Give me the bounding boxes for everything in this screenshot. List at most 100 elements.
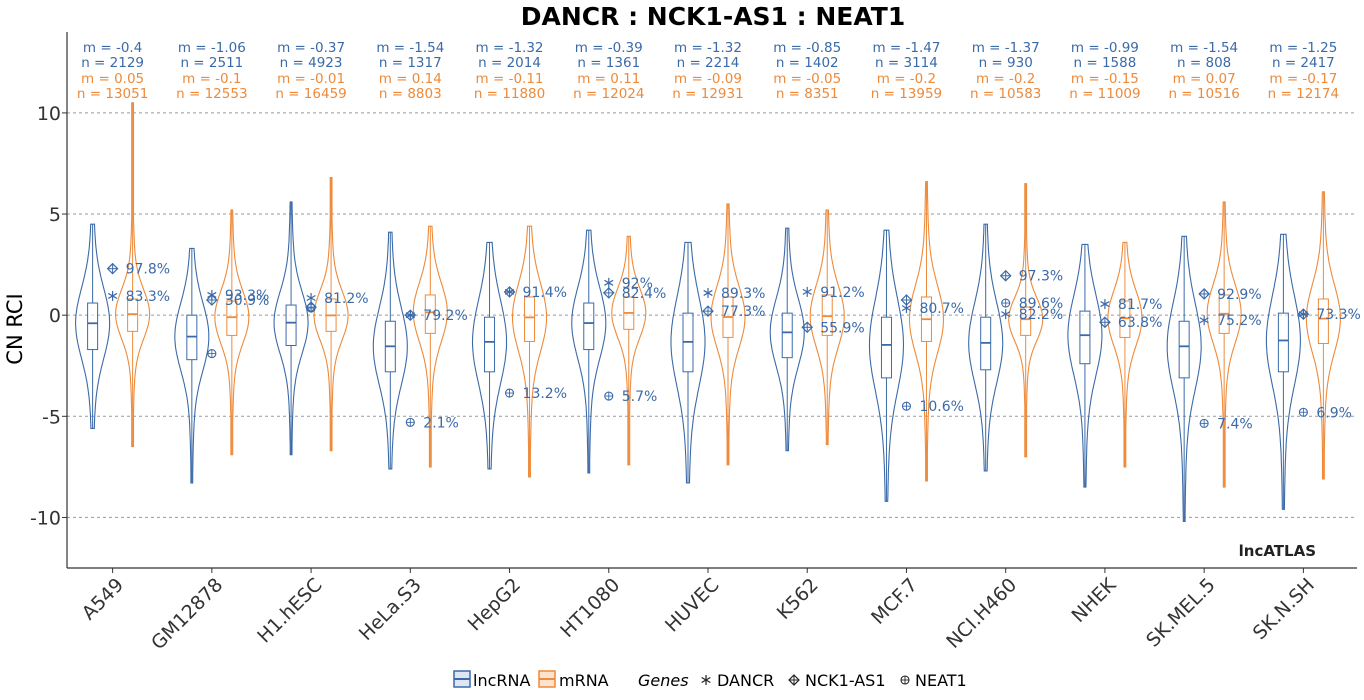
asterisk-stroke [701,676,711,684]
neat1-marker [1199,418,1209,428]
neat1-marker [306,303,316,313]
lncrna-violin [670,241,706,484]
x-axis-labels: A549 GM12878 H1.hESC HeLa.S3 HepG2 HT1080 HUVE… [78,568,1319,654]
mrna-violin [313,177,349,452]
stat-count: n = 2214 [677,55,740,71]
nck1-as1-marker [1297,308,1310,321]
asterisk-stroke [703,289,713,296]
x-tick-label: HeLa.S3 [355,574,426,645]
stat-count: n = 1588 [1074,55,1137,71]
asterisk-stroke [604,279,614,286]
chart-title: DANCR : NCK1-AS1 : NEAT1 [521,2,905,31]
dancr-marker [1199,315,1209,326]
stat-median: m = -0.05 [773,71,841,87]
neat1-marker [901,401,912,411]
lncrna-violin [75,223,111,429]
stat-count: n = 930 [979,55,1033,71]
category-group: 81.2% [273,177,369,456]
x-tick-label: K562 [773,574,823,624]
asterisk-stroke [1199,317,1209,324]
stat-count: n = 1361 [577,55,640,71]
gene-percent-label: 77.3% [721,304,765,320]
stat-count: n = 1317 [379,55,442,71]
stat-median: m = -0.4 [83,40,142,56]
mrna-violin [1305,191,1341,480]
nck1-as1-marker [702,305,714,317]
category-group: 82.2% 97.3% 89.6% [968,183,1063,472]
lncrna-box [1178,320,1190,379]
mrna-box [226,300,238,336]
nck1-as1-marker [1099,316,1111,329]
neat1-marker [900,675,910,685]
category-group: 91.2% 55.9% [769,209,865,452]
mrna-violin [214,209,250,456]
diamond-outline [702,305,714,317]
mrna-box [1317,298,1329,344]
stat-median: m = -1.32 [674,40,742,56]
dancr-marker [107,290,118,301]
stat-count: n = 13959 [871,86,942,102]
diamond-outline [404,309,417,322]
gene-percent-label: 82.4% [622,286,666,302]
asterisk-stroke [1001,311,1011,318]
gene-percent-label: 81.7% [1118,297,1162,313]
gene-percent-label: 63.8% [1118,315,1162,331]
asterisk-icon [701,675,711,685]
x-tick-label: NCI.H460 [942,574,1021,653]
neat1-marker [1298,407,1308,417]
gene-percent-label: 75.2% [1217,313,1261,329]
stat-count: n = 12174 [1268,86,1339,102]
nck1-as1-marker [900,294,913,306]
x-tick-label: HUVEC [661,574,724,637]
circle-plus-icon [900,675,910,685]
lncrna-box [1079,310,1091,365]
gene-percent-label: 13.2% [523,386,567,402]
asterisk-stroke [107,292,118,299]
nck1-as1-marker [503,286,516,298]
lncrna-violin [372,231,408,470]
lncrna-box [285,304,297,347]
stat-median: m = 0.05 [81,71,144,87]
stat-median: m = -1.47 [872,40,940,56]
y-tick-label: -5 [42,406,61,428]
gene-percent-label: 6.9% [1316,405,1352,421]
x-tick-label: MCF.7 [867,574,922,629]
gene-percent-label: 30.9% [225,293,269,309]
mrna-box [524,296,536,342]
stat-count: n = 2511 [180,55,243,71]
dancr-marker [1001,309,1011,320]
stat-median: m = -1.32 [476,40,544,56]
stat-median: m = -0.17 [1269,71,1337,87]
lncrna-violin [471,241,508,470]
gene-percent-label: 80.7% [919,301,963,317]
dancr-marker [703,287,713,298]
stat-count: n = 11880 [474,86,545,102]
stat-median: m = 0.14 [379,71,442,87]
nck1-as1-marker [106,262,119,275]
mrna-box [424,294,436,334]
stat-count: n = 2417 [1272,55,1335,71]
lncrna-violin [1166,235,1202,523]
nck1-as1-marker [205,294,218,306]
category-group: 83.3% 97.8% [75,102,170,448]
plot-area: 83.3%97.8%93.3%30.9% 81.2%79.2%2.1%91.4%1… [75,102,1361,523]
y-axis-ticks: 10 5 0 -5 -10 [30,103,67,529]
stat-median: m = -0.09 [674,71,742,87]
x-tick-label: NHEK [1067,574,1120,627]
mrna-violin [511,225,548,478]
gene-percent-label: 55.9% [820,320,864,336]
stat-count: n = 2129 [81,55,144,71]
mrna-violin [1008,183,1044,458]
stat-median: m = -0.2 [976,71,1035,87]
x-tick-label: A549 [78,574,128,624]
stat-count: n = 12024 [573,86,644,102]
asterisk-stroke [901,305,912,312]
nck1-as1-marker [404,309,417,322]
gene-percent-label: 91.4% [523,285,567,301]
mrna-box [1119,300,1131,338]
stat-count: n = 12553 [176,86,247,102]
legend-label-nck1-as1: NCK1-AS1 [805,671,886,690]
neat1-marker [604,391,614,401]
lncrna-violin [868,229,905,502]
